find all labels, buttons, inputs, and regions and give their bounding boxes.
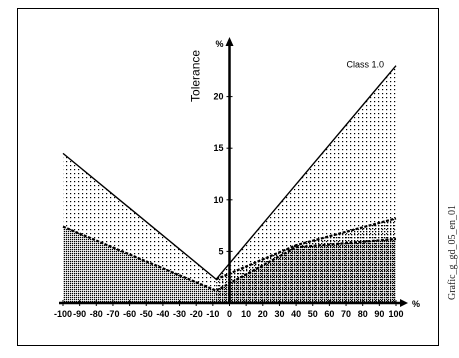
x-tick-label: -30 — [173, 309, 186, 319]
y-tick-label: 20 — [213, 92, 223, 102]
x-tick-label: -10 — [206, 309, 219, 319]
chart-frame: -100 -90 -80 -70 -60 -50 -40 -30 -20 -10 0 10 20 30 40… — [17, 8, 439, 346]
chart: -100 -90 -80 -70 -60 -50 -40 -30 -20 -10 0 10 20 30 40… — [54, 37, 420, 319]
x-axis-arrow — [400, 299, 408, 307]
x-tick-label: -70 — [106, 309, 119, 319]
series-line-2 — [215, 217, 397, 281]
x-tick-label: -50 — [140, 309, 153, 319]
x-tick-label: -40 — [156, 309, 169, 319]
y-tick-label: 5 — [218, 246, 223, 256]
series-label-1: Class 1.0 — [346, 60, 384, 70]
x-tick-label: 30 — [274, 309, 284, 319]
x-tick-label: -90 — [73, 309, 86, 319]
y-axis-title: Tolerance — [189, 50, 203, 102]
curve-labels: Class 1.0 — [346, 60, 384, 70]
y-tick-label: 10 — [213, 195, 223, 205]
x-tick-label: 20 — [258, 309, 268, 319]
series-area-3 — [63, 226, 396, 303]
series-line-3 — [62, 225, 397, 292]
x-tick-label: 90 — [374, 309, 384, 319]
series-lines — [62, 65, 397, 292]
x-unit-label: % — [412, 299, 420, 309]
side-caption-text: Grafic_g_gd_05_en_01 — [447, 205, 458, 300]
x-tick-label: 80 — [358, 309, 368, 319]
x-tick-label: 100 — [388, 309, 403, 319]
x-tick-label: 70 — [341, 309, 351, 319]
y-unit-label: % — [215, 39, 223, 49]
axes — [59, 37, 408, 307]
y-axis-arrow — [225, 37, 234, 46]
x-tick-label: -100 — [54, 309, 72, 319]
tick-labels: -100 -90 -80 -70 -60 -50 -40 -30 -20 -10 0 10 20 30 40… — [54, 39, 420, 319]
x-tick-label: 60 — [324, 309, 334, 319]
x-tick-label: 50 — [308, 309, 318, 319]
x-tick-label: 0 — [227, 309, 232, 319]
y-tick-label: 15 — [213, 143, 223, 153]
x-tick-label: 10 — [241, 309, 251, 319]
x-tick-label: 40 — [291, 309, 301, 319]
x-tick-label: -20 — [190, 309, 203, 319]
x-tick-label: -80 — [90, 309, 103, 319]
area-fills — [63, 65, 396, 303]
x-tick-label: -60 — [123, 309, 136, 319]
